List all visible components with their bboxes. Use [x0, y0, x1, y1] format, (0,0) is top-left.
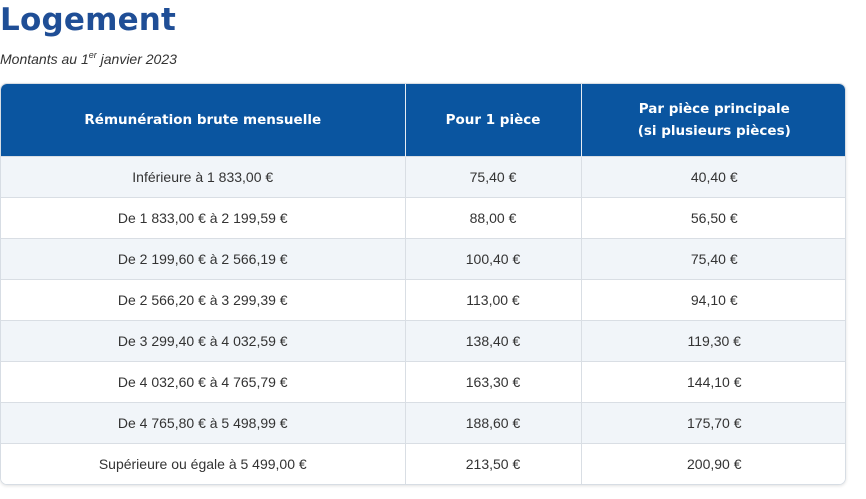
cell-remuneration: De 2 566,20 € à 3 299,39 € [1, 279, 406, 321]
cell-remuneration: De 3 299,40 € à 4 032,59 € [1, 320, 406, 362]
cell-one-room: 138,40 € [405, 320, 582, 362]
cell-remuneration: De 4 765,80 € à 5 498,99 € [1, 402, 406, 444]
table-body: Inférieure à 1 833,00 € 75,40 € 40,40 € … [1, 156, 845, 484]
table-row: Inférieure à 1 833,00 € 75,40 € 40,40 € [1, 156, 845, 198]
subtitle-prefix: Montants au 1 [0, 51, 89, 67]
cell-one-room: 100,40 € [405, 238, 582, 280]
table-header: Rémunération brute mensuelle Pour 1 pièc… [1, 84, 845, 157]
cell-one-room: 188,60 € [405, 402, 582, 444]
cell-one-room: 213,50 € [405, 443, 582, 484]
cell-per-main-room: 119,30 € [581, 320, 845, 362]
cell-one-room: 163,30 € [405, 361, 582, 403]
cell-remuneration: De 1 833,00 € à 2 199,59 € [1, 197, 406, 239]
table-row: De 4 032,60 € à 4 765,79 € 163,30 € 144,… [1, 361, 845, 403]
housing-table: Rémunération brute mensuelle Pour 1 pièc… [1, 84, 845, 484]
subtitle-superscript: er [88, 50, 97, 60]
cell-one-room: 113,00 € [405, 279, 582, 321]
column-header-remuneration: Rémunération brute mensuelle [1, 84, 406, 157]
column-header-label-line1: Par pièce principale [638, 101, 790, 117]
cell-per-main-room: 94,10 € [581, 279, 845, 321]
cell-remuneration: Supérieure ou égale à 5 499,00 € [1, 443, 406, 484]
page-title: Logement [0, 2, 177, 38]
cell-per-main-room: 56,50 € [581, 197, 845, 239]
subtitle-suffix: janvier 2023 [96, 51, 177, 67]
cell-per-main-room: 40,40 € [581, 156, 845, 198]
column-header-one-room: Pour 1 pièce [405, 84, 582, 157]
column-header-label: Rémunération brute mensuelle [84, 112, 322, 128]
cell-remuneration: De 2 199,60 € à 2 566,19 € [1, 238, 406, 280]
housing-table-container: Rémunération brute mensuelle Pour 1 pièc… [0, 83, 846, 485]
cell-one-room: 75,40 € [405, 156, 582, 198]
cell-remuneration: Inférieure à 1 833,00 € [1, 156, 406, 198]
table-header-row: Rémunération brute mensuelle Pour 1 pièc… [1, 84, 845, 157]
table-row: Supérieure ou égale à 5 499,00 € 213,50 … [1, 443, 845, 484]
table-row: De 2 199,60 € à 2 566,19 € 100,40 € 75,4… [1, 238, 845, 280]
cell-per-main-room: 200,90 € [581, 443, 845, 484]
column-header-label: Pour 1 pièce [445, 112, 541, 128]
column-header-label-line2: (si plusieurs pièces) [637, 123, 791, 139]
table-row: De 2 566,20 € à 3 299,39 € 113,00 € 94,1… [1, 279, 845, 321]
table-row: De 4 765,80 € à 5 498,99 € 188,60 € 175,… [1, 402, 845, 444]
subtitle: Montants au 1er janvier 2023 [0, 50, 177, 67]
cell-per-main-room: 75,40 € [581, 238, 845, 280]
cell-one-room: 88,00 € [405, 197, 582, 239]
cell-per-main-room: 144,10 € [581, 361, 845, 403]
column-header-per-main-room: Par pièce principale (si plusieurs pièce… [581, 84, 845, 157]
cell-remuneration: De 4 032,60 € à 4 765,79 € [1, 361, 406, 403]
table-row: De 1 833,00 € à 2 199,59 € 88,00 € 56,50… [1, 197, 845, 239]
cell-per-main-room: 175,70 € [581, 402, 845, 444]
table-row: De 3 299,40 € à 4 032,59 € 138,40 € 119,… [1, 320, 845, 362]
